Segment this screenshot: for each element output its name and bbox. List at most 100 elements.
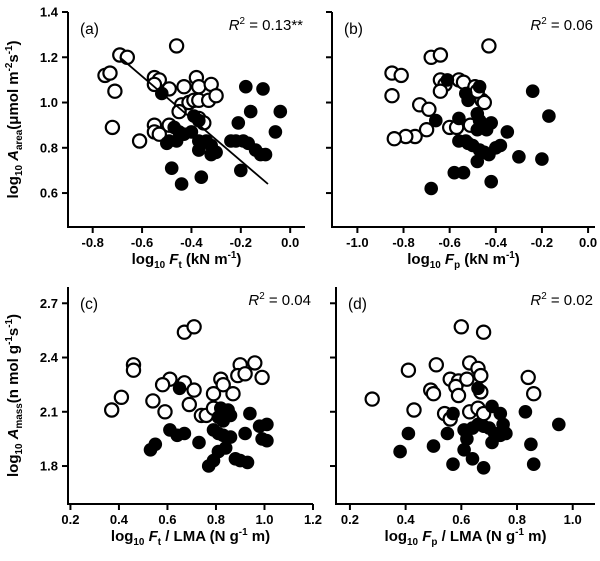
filled-circle-point xyxy=(260,417,274,432)
filled-circle-point xyxy=(470,154,485,169)
open-circle-point xyxy=(181,396,197,413)
filled-circle-point xyxy=(479,122,494,137)
filled-circle-point xyxy=(160,136,174,151)
open-circle-point xyxy=(400,362,417,378)
filled-circle-point xyxy=(465,452,480,466)
series-filled-circles xyxy=(424,73,556,196)
open-circle-point xyxy=(154,377,171,393)
x-tick-label: -0.6 xyxy=(131,235,153,250)
filled-circle-point xyxy=(243,104,258,119)
open-circle-point xyxy=(425,386,442,402)
open-circle-point xyxy=(428,357,444,373)
filled-circle-point xyxy=(525,84,540,98)
open-circle-point xyxy=(104,119,121,136)
panel-d: 0.2 0.4 0.6 0.8 1.0 (d) R2 = 0.02 log10 Fp / LM… xyxy=(330,287,595,548)
series-open-circles xyxy=(97,38,224,149)
axes-a xyxy=(67,12,305,228)
open-circle-point xyxy=(131,133,148,149)
series-filled-circles xyxy=(155,79,288,191)
filled-circle-point xyxy=(485,435,499,450)
open-circle-point xyxy=(418,121,435,138)
filled-circle-point xyxy=(260,433,274,448)
filled-circle-point xyxy=(223,408,238,423)
r-squared-annotation-d: R2 = 0.02 xyxy=(530,291,593,309)
filled-circle-point xyxy=(164,161,179,175)
open-circle-point xyxy=(145,393,161,409)
filled-circle-point xyxy=(243,406,257,421)
x-tick-label: 1.0 xyxy=(255,512,273,527)
axes-d xyxy=(335,287,595,505)
x-tick-label: 0.4 xyxy=(397,512,416,527)
open-circle-point xyxy=(208,87,224,104)
open-circle-point xyxy=(364,391,380,407)
filled-circle-point xyxy=(552,417,566,432)
filled-circle-point xyxy=(194,170,209,184)
filled-circle-point xyxy=(192,435,206,450)
axes-b xyxy=(331,12,595,228)
open-circle-point xyxy=(176,78,192,95)
y-tick-label: 1.8 xyxy=(40,459,58,474)
filled-circle-point xyxy=(204,147,218,162)
filled-circle-point xyxy=(499,426,513,441)
filled-circle-point xyxy=(192,113,206,128)
x-tick-label: -0.6 xyxy=(438,235,460,250)
filled-circle-point xyxy=(472,79,487,94)
filled-circle-point xyxy=(518,405,533,419)
open-circle-point xyxy=(168,38,185,54)
filled-circle-point xyxy=(240,455,255,470)
x-tick-label: 0.2 xyxy=(61,512,79,527)
open-circle-point xyxy=(186,382,202,398)
open-circle-point xyxy=(205,386,222,402)
x-tick-label: 0.2 xyxy=(341,512,359,527)
open-circle-point xyxy=(459,371,475,387)
r-squared-annotation-b: R2 = 0.06 xyxy=(530,16,593,34)
r-squared-annotation-c: R2 = 0.04 xyxy=(248,291,311,309)
y-tick-label: 0.8 xyxy=(40,140,58,155)
panel-c: 1.8 2.1 2.4 2.7 0.2 0.4 0.6 0.8 1.0 1.2 (c) R2 = 0.… xyxy=(4,287,322,548)
open-circle-point xyxy=(107,83,123,99)
filled-circle-point xyxy=(457,443,471,457)
filled-circle-point xyxy=(256,82,270,96)
filled-circle-point xyxy=(234,163,248,178)
x-tick-label: 0.0 xyxy=(579,235,597,250)
panel-letter-c: (c) xyxy=(80,296,98,313)
filled-circle-point xyxy=(143,443,158,457)
x-tick-label: 0.8 xyxy=(508,512,526,527)
filled-circle-point xyxy=(268,125,283,139)
filled-circle-point xyxy=(446,457,460,472)
y-axis-label-c: log10 Amass(n mol g-1s-1) xyxy=(4,314,25,477)
open-circle-point xyxy=(171,103,187,120)
filled-circle-point xyxy=(489,141,503,155)
x-tick-label: 0.0 xyxy=(281,235,299,250)
open-circle-point xyxy=(146,76,163,93)
open-circle-point xyxy=(386,130,402,147)
x-axis-label-d: log10 Fp / LMA (N g-1 m) xyxy=(385,527,547,548)
open-circle-point xyxy=(151,126,167,142)
x-tick-label: -0.8 xyxy=(392,235,414,250)
open-circle-point xyxy=(186,319,202,335)
open-circle-point xyxy=(103,402,120,418)
filled-circle-point xyxy=(174,177,189,191)
y-axis-label-a: log10 Aarea(μmol m-2s-1) xyxy=(4,40,25,198)
x-tick-label: -0.4 xyxy=(485,235,508,250)
open-circle-point xyxy=(125,362,142,378)
filled-circle-point xyxy=(184,125,199,139)
filled-circle-point xyxy=(223,430,238,444)
y-tick-label: 2.7 xyxy=(40,296,58,311)
panel-letter-a: (a) xyxy=(80,21,99,38)
panel-letter-d: (d) xyxy=(348,296,367,313)
open-circle-point xyxy=(102,65,118,81)
filled-circle-point xyxy=(461,93,475,108)
x-tick-label: -0.8 xyxy=(81,235,103,250)
filled-circle-point xyxy=(446,406,460,421)
open-circle-point xyxy=(473,367,489,384)
filled-circle-point xyxy=(424,181,439,196)
x-tick-label: 0.6 xyxy=(158,512,176,527)
filled-circle-point xyxy=(231,116,246,130)
open-circle-point xyxy=(475,324,492,340)
x-tick-label: 0.4 xyxy=(110,512,129,527)
x-tick-label: -0.2 xyxy=(230,235,252,250)
r-squared-annotation-a: R2 = 0.13** xyxy=(229,16,303,34)
